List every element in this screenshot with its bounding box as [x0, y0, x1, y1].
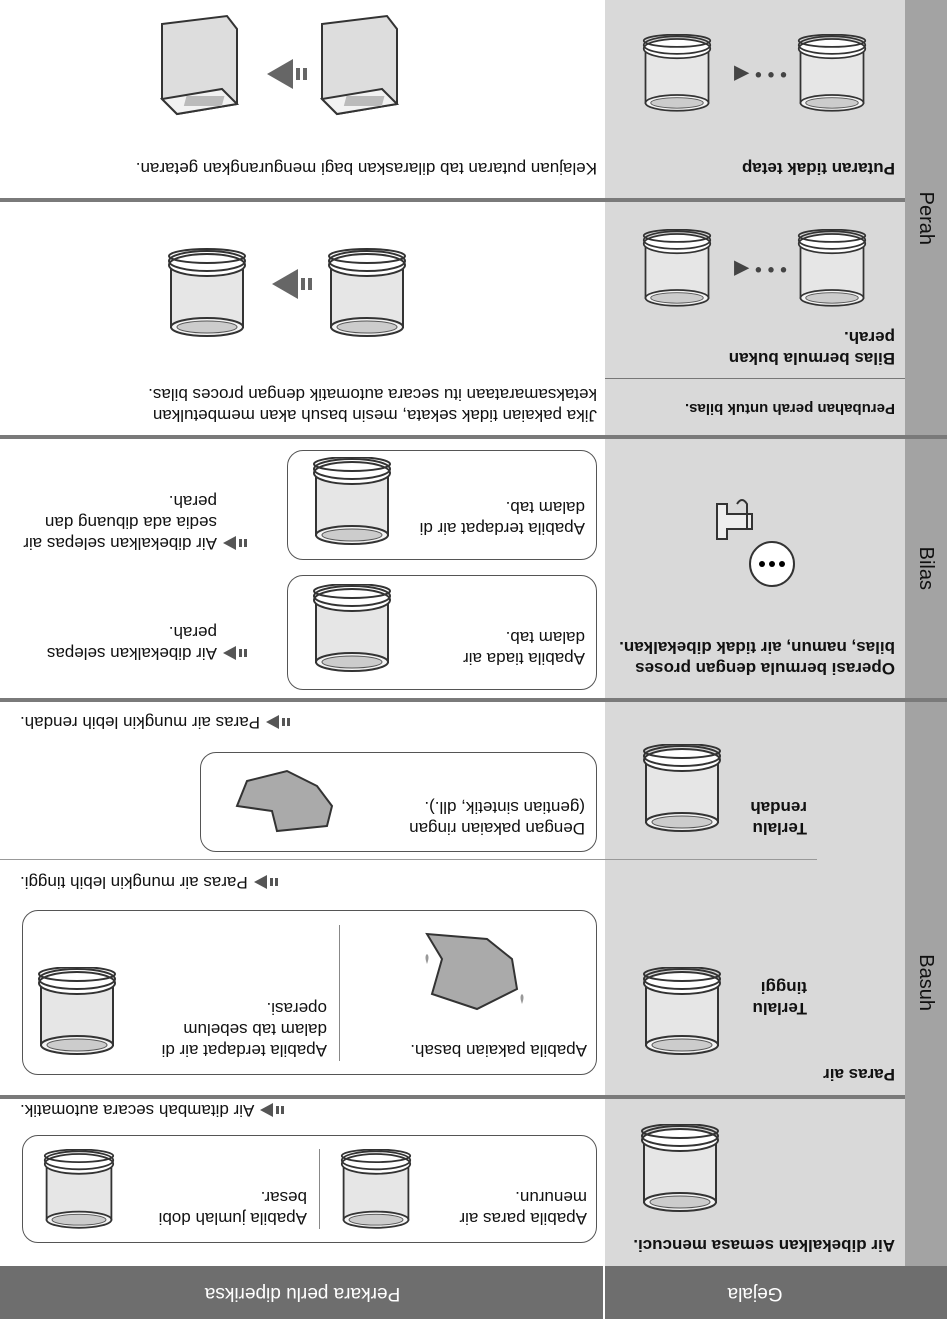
wet-cloth-icon	[425, 932, 524, 1011]
symptom-heading: Perubahan perah untuk bilas.	[684, 400, 895, 417]
symptom: Air dibekalkan semasa mencuci.	[633, 1236, 895, 1255]
sub-symptom: Terlalu rendah	[750, 798, 807, 838]
machine-icon	[317, 14, 407, 124]
case: Dengan pakaian ringan (gentian sintetik,…	[409, 798, 585, 838]
case: Apabila pakaian basah.	[410, 1041, 587, 1060]
drum-icon	[642, 967, 722, 1057]
symptom: Paras air	[823, 1065, 895, 1084]
section-label: Perah	[905, 0, 947, 437]
arrow	[223, 646, 247, 660]
case: Apabila terdapat air di dalam tab.	[419, 498, 585, 538]
drum-icon	[312, 457, 392, 547]
row-separator	[0, 198, 905, 202]
case: Apabila paras air menurun.	[459, 1188, 587, 1228]
sub-separator	[0, 859, 817, 860]
result-text: Jika pakaian tidak sekata, mesin basuh a…	[148, 385, 597, 425]
sub-symptom: Terlalu tinggi	[752, 978, 807, 1018]
drum-icon	[43, 1149, 115, 1231]
case: Apabila terdapat air di dalam tab sebelu…	[161, 999, 327, 1060]
result: Air ditambah secara automatik.	[20, 1100, 284, 1121]
result-text: Paras air mungkin lebih tinggi.	[20, 873, 248, 892]
arrow	[260, 1103, 284, 1117]
result: Paras air mungkin lebih rendah.	[20, 712, 290, 733]
arrow	[266, 715, 290, 729]
section-wash: Basuh	[915, 954, 938, 1012]
section-rinse: Bilas	[915, 546, 938, 591]
result: Air dibekalkan selepas air sedia ada dib…	[17, 491, 247, 554]
big-arrow	[272, 269, 312, 299]
drum-icon	[797, 229, 867, 309]
machine-icon	[157, 14, 247, 124]
drum-icon	[167, 244, 247, 344]
drum-icon	[37, 967, 117, 1057]
symptom: Bilas bermula bukan perah.	[728, 328, 895, 368]
result-text: Paras air mungkin lebih rendah.	[20, 713, 261, 732]
big-arrow	[267, 59, 307, 89]
section-label: Bilas	[905, 437, 947, 700]
box-divider	[319, 1149, 320, 1229]
case: Apabila tiada air dalam tab.	[463, 628, 585, 668]
arrow	[223, 536, 247, 550]
result-text: Air dibekalkan selepas perah.	[46, 623, 217, 663]
result: Paras air mungkin lebih tinggi.	[20, 872, 278, 893]
drum-icon	[797, 34, 867, 114]
drum-icon	[642, 744, 722, 834]
header-symptom: Gejala	[727, 1283, 783, 1304]
result: Air dibekalkan selepas perah.	[17, 622, 247, 664]
section-label: Basuh	[905, 700, 947, 1266]
drum-icon	[340, 1149, 412, 1231]
row-separator	[0, 698, 947, 702]
symptom: Operasi bermula dengan proses bilas, nam…	[619, 638, 895, 678]
arrow	[254, 875, 278, 889]
case: Apabila jumlah dobi besar.	[158, 1188, 307, 1228]
dots: • • • ◀	[733, 258, 787, 280]
result-text: Kelajuan putaran tab dilaraskan bagi men…	[135, 159, 597, 178]
drum-icon	[642, 34, 712, 114]
section-spin: Perah	[915, 191, 938, 246]
row-separator	[0, 435, 947, 439]
result-text: Air dibekalkan selepas air sedia ada dib…	[23, 492, 217, 553]
row-separator	[0, 1095, 905, 1099]
drum-icon	[312, 584, 392, 674]
faucet-icon	[716, 499, 795, 587]
sub-separator	[605, 378, 905, 379]
drum-icon	[640, 1124, 720, 1214]
drum-icon	[642, 229, 712, 309]
dots: • • • ◀	[733, 63, 787, 85]
cloth-icon	[235, 769, 334, 833]
symptom: Putaran tidak tetap	[741, 159, 895, 178]
result-text: Air ditambah secara automatik.	[20, 1101, 255, 1120]
header-check: Perkara perlu diperiksa	[204, 1283, 401, 1304]
box-divider	[339, 925, 340, 1061]
drum-icon	[327, 244, 407, 344]
